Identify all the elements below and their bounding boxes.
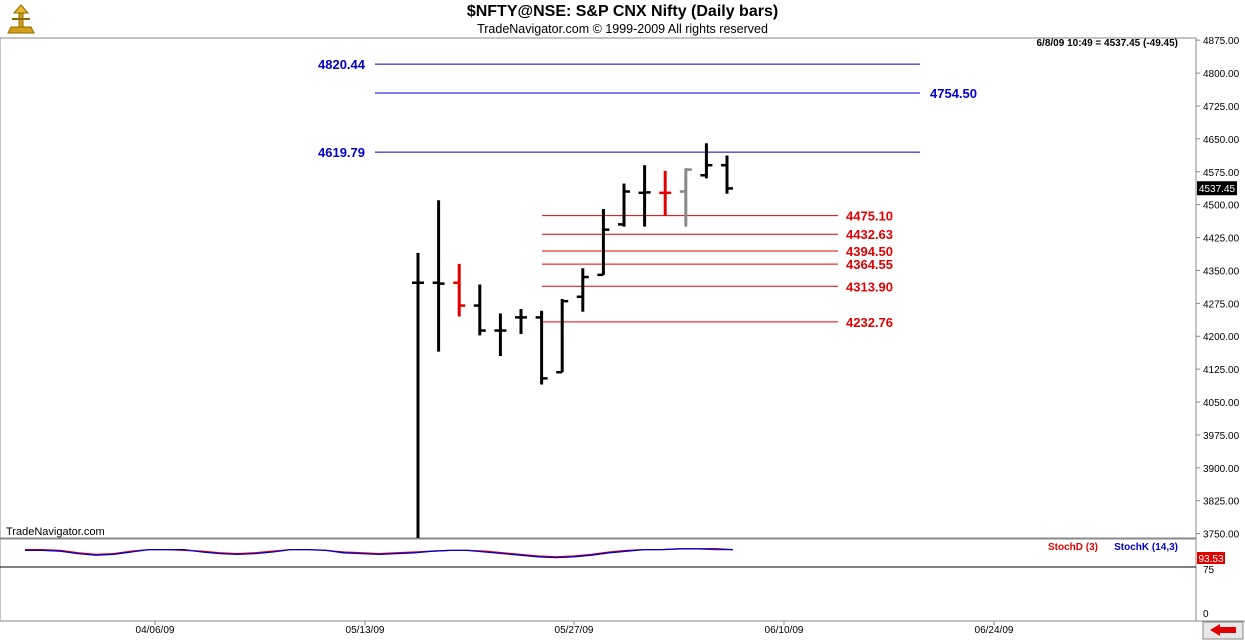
ohlc-bar [659, 170, 672, 216]
y-tick-label: 4575.00 [1203, 168, 1240, 179]
stoch-panel-frame [0, 538, 1197, 622]
stoch-d-legend: StochD (3) [1048, 542, 1098, 553]
ohlc-bar [432, 200, 445, 352]
x-tick-label: 05/13/09 [346, 625, 385, 636]
support-label: 4232.76 [846, 315, 893, 330]
left-arrow-icon [1210, 624, 1236, 636]
chart-header: $NFTY@NSE: S&P CNX Nifty (Daily bars) Tr… [0, 0, 1245, 38]
y-tick-label: 4800.00 [1203, 69, 1240, 80]
x-axis-labels: 04/06/09 05/13/09 05/27/09 06/10/09 06/24/09 [136, 621, 1014, 636]
stochastic-lines [25, 548, 734, 559]
x-tick-label: 06/24/09 [975, 625, 1014, 636]
y-tick-label: 3975.00 [1203, 431, 1240, 442]
ohlc-bar [535, 310, 548, 385]
y-tick-label: 4875.00 [1203, 36, 1240, 47]
support-label: 4364.55 [846, 257, 893, 272]
price-levels: 4820.44 4754.50 4619.79 4475.10 4432.63 4394.… [318, 57, 977, 330]
support-label: 4313.90 [846, 279, 893, 294]
price-y-axis: 4875.00 4800.00 4725.00 4650.00 4575.00 4500.… [1196, 36, 1240, 541]
stoch-k-legend: StochK (14,3) [1114, 542, 1178, 553]
x-tick-label: 04/06/09 [136, 625, 175, 636]
status-text: 6/8/09 10:49 = 4537.45 (-49.45) [1037, 38, 1179, 49]
y-tick-label: 3750.00 [1203, 530, 1240, 541]
ohlc-bars [412, 143, 733, 538]
trade-navigator-logo-icon [7, 4, 35, 34]
y-tick-label: 4725.00 [1203, 102, 1240, 113]
price-panel-frame [0, 37, 1197, 539]
y-tick-label: 4500.00 [1203, 201, 1240, 212]
ohlc-bar [638, 165, 651, 227]
ohlc-bar [721, 155, 733, 194]
support-label: 4394.50 [846, 244, 893, 259]
ohlc-bar [453, 263, 466, 317]
ohlc-bar [700, 143, 713, 179]
ohlc-bar [515, 309, 527, 335]
ohlc-bar [556, 298, 569, 374]
y-tick-label: 4200.00 [1203, 332, 1240, 343]
y-tick-label: 4050.00 [1203, 398, 1240, 409]
y-tick-label: 4425.00 [1203, 234, 1240, 245]
watermark-text: TradeNavigator.com [6, 526, 105, 538]
stoch-k-line [25, 548, 734, 559]
ohlc-bar [473, 284, 486, 336]
y-tick-label: 4275.00 [1203, 299, 1240, 310]
x-tick-label: 05/27/09 [555, 625, 594, 636]
last-price-marker: 4537.45 [1197, 181, 1237, 196]
ohlc-bar [494, 313, 507, 356]
x-tick-label: 06/10/09 [765, 625, 804, 636]
resistance-label: 4619.79 [318, 145, 365, 160]
stoch-d-line [25, 548, 733, 558]
support-label: 4432.63 [846, 227, 893, 242]
ohlc-bar [597, 209, 610, 277]
ohlc-bar [576, 268, 589, 312]
resistance-label: 4820.44 [318, 57, 366, 72]
y-tick-label: 3825.00 [1203, 497, 1240, 508]
chart-title: $NFTY@NSE: S&P CNX Nifty (Daily bars) [466, 3, 779, 20]
stoch-tick-75: 75 [1203, 565, 1215, 576]
y-tick-label: 3900.00 [1203, 464, 1240, 475]
y-tick-label: 4650.00 [1203, 135, 1240, 146]
chart-subtitle: TradeNavigator.com © 1999-2009 All right… [477, 22, 768, 36]
stoch-value-label: 93.53 [1198, 554, 1223, 565]
scroll-left-button[interactable] [1202, 621, 1244, 640]
ohlc-bar [679, 168, 692, 227]
support-label: 4475.10 [846, 209, 893, 224]
stoch-value-box [1197, 552, 1225, 564]
resistance-label: 4754.50 [930, 86, 977, 101]
ohlc-bar [412, 252, 424, 538]
stoch-tick-0: 0 [1203, 609, 1209, 620]
y-tick-label: 4350.00 [1203, 266, 1240, 277]
last-price-label: 4537.45 [1199, 184, 1236, 195]
ohlc-bar [618, 183, 630, 227]
y-tick-label: 4125.00 [1203, 365, 1240, 376]
